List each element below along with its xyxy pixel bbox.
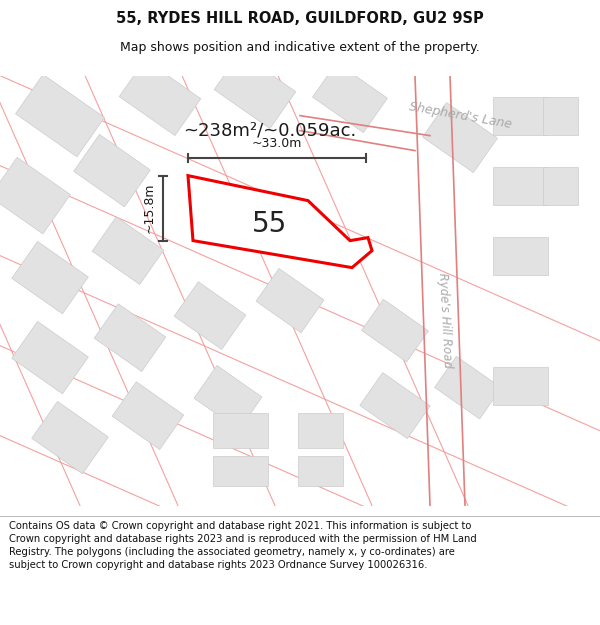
Polygon shape	[493, 237, 548, 274]
Polygon shape	[12, 241, 88, 314]
Text: ~33.0m: ~33.0m	[252, 137, 302, 150]
Polygon shape	[214, 52, 296, 129]
Polygon shape	[16, 74, 104, 157]
Polygon shape	[542, 167, 577, 204]
Polygon shape	[360, 372, 430, 439]
Polygon shape	[194, 366, 262, 430]
Polygon shape	[92, 217, 164, 284]
Text: 55: 55	[253, 209, 287, 238]
Polygon shape	[74, 134, 150, 207]
Polygon shape	[493, 97, 548, 134]
Text: Ryde's Hill Road: Ryde's Hill Road	[436, 272, 454, 369]
Polygon shape	[119, 60, 201, 136]
Polygon shape	[434, 356, 502, 419]
Text: Contains OS data © Crown copyright and database right 2021. This information is : Contains OS data © Crown copyright and d…	[9, 521, 477, 571]
Polygon shape	[298, 456, 343, 486]
Text: 55, RYDES HILL ROAD, GUILDFORD, GU2 9SP: 55, RYDES HILL ROAD, GUILDFORD, GU2 9SP	[116, 11, 484, 26]
Polygon shape	[0, 158, 70, 234]
Polygon shape	[112, 382, 184, 449]
Polygon shape	[422, 102, 497, 172]
Polygon shape	[362, 299, 428, 362]
Polygon shape	[174, 282, 246, 349]
Polygon shape	[313, 62, 388, 132]
Text: Shepherd's Lane: Shepherd's Lane	[407, 100, 512, 131]
Polygon shape	[212, 413, 268, 448]
Text: ~238m²/~0.059ac.: ~238m²/~0.059ac.	[184, 122, 356, 139]
Text: ~15.8m: ~15.8m	[143, 183, 155, 233]
Polygon shape	[94, 304, 166, 371]
Polygon shape	[212, 456, 268, 486]
Polygon shape	[298, 413, 343, 448]
Polygon shape	[188, 176, 372, 268]
Polygon shape	[256, 269, 324, 332]
Text: Map shows position and indicative extent of the property.: Map shows position and indicative extent…	[120, 41, 480, 54]
Polygon shape	[32, 401, 108, 474]
Polygon shape	[542, 97, 577, 134]
Polygon shape	[493, 167, 548, 204]
Polygon shape	[12, 321, 88, 394]
Polygon shape	[493, 367, 548, 404]
